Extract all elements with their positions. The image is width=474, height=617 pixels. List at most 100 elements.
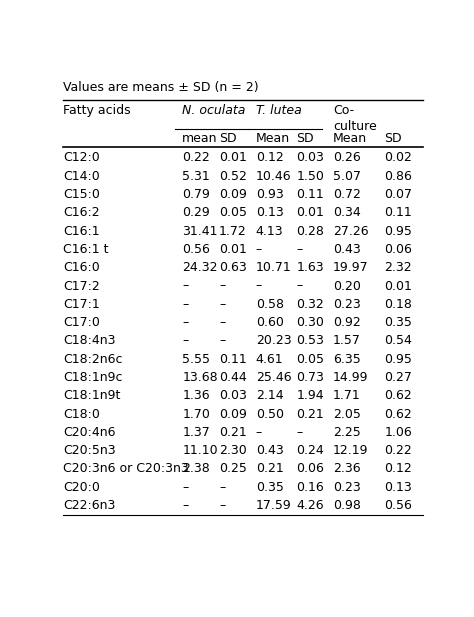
Text: C15:0: C15:0 bbox=[63, 188, 100, 201]
Text: 0.95: 0.95 bbox=[384, 225, 412, 238]
Text: 0.07: 0.07 bbox=[384, 188, 412, 201]
Text: 2.05: 2.05 bbox=[333, 408, 361, 421]
Text: 31.41: 31.41 bbox=[182, 225, 218, 238]
Text: 2.25: 2.25 bbox=[333, 426, 361, 439]
Text: 0.43: 0.43 bbox=[256, 444, 283, 457]
Text: –: – bbox=[256, 280, 262, 292]
Text: 0.13: 0.13 bbox=[256, 206, 283, 220]
Text: 0.62: 0.62 bbox=[384, 389, 412, 402]
Text: 5.07: 5.07 bbox=[333, 170, 361, 183]
Text: SD: SD bbox=[296, 131, 314, 144]
Text: 2.38: 2.38 bbox=[182, 462, 210, 476]
Text: 0.06: 0.06 bbox=[384, 243, 412, 256]
Text: 0.01: 0.01 bbox=[219, 243, 247, 256]
Text: 0.06: 0.06 bbox=[296, 462, 324, 476]
Text: 0.05: 0.05 bbox=[219, 206, 247, 220]
Text: 1.36: 1.36 bbox=[182, 389, 210, 402]
Text: C17:0: C17:0 bbox=[63, 316, 100, 329]
Text: 4.13: 4.13 bbox=[256, 225, 283, 238]
Text: 20.23: 20.23 bbox=[256, 334, 292, 347]
Text: 0.26: 0.26 bbox=[333, 152, 361, 165]
Text: 0.86: 0.86 bbox=[384, 170, 412, 183]
Text: 0.29: 0.29 bbox=[182, 206, 210, 220]
Text: 0.56: 0.56 bbox=[384, 499, 412, 512]
Text: 0.56: 0.56 bbox=[182, 243, 210, 256]
Text: 2.30: 2.30 bbox=[219, 444, 247, 457]
Text: 0.16: 0.16 bbox=[296, 481, 324, 494]
Text: Fatty acids: Fatty acids bbox=[63, 104, 130, 117]
Text: 13.68: 13.68 bbox=[182, 371, 218, 384]
Text: 0.21: 0.21 bbox=[219, 426, 247, 439]
Text: 5.31: 5.31 bbox=[182, 170, 210, 183]
Text: N. oculata: N. oculata bbox=[182, 104, 246, 117]
Text: –: – bbox=[219, 499, 225, 512]
Text: –: – bbox=[182, 481, 189, 494]
Text: 0.28: 0.28 bbox=[296, 225, 324, 238]
Text: 0.23: 0.23 bbox=[333, 298, 361, 311]
Text: SD: SD bbox=[384, 131, 402, 144]
Text: 1.70: 1.70 bbox=[182, 408, 210, 421]
Text: 5.55: 5.55 bbox=[182, 353, 210, 366]
Text: 10.46: 10.46 bbox=[256, 170, 292, 183]
Text: 0.25: 0.25 bbox=[219, 462, 247, 476]
Text: 1.37: 1.37 bbox=[182, 426, 210, 439]
Text: 0.50: 0.50 bbox=[256, 408, 284, 421]
Text: –: – bbox=[219, 298, 225, 311]
Text: C14:0: C14:0 bbox=[63, 170, 100, 183]
Text: T. lutea: T. lutea bbox=[256, 104, 301, 117]
Text: 0.18: 0.18 bbox=[384, 298, 412, 311]
Text: 0.52: 0.52 bbox=[219, 170, 247, 183]
Text: –: – bbox=[219, 481, 225, 494]
Text: C17:1: C17:1 bbox=[63, 298, 100, 311]
Text: 4.26: 4.26 bbox=[296, 499, 324, 512]
Text: C20:5n3: C20:5n3 bbox=[63, 444, 116, 457]
Text: –: – bbox=[182, 298, 189, 311]
Text: 1.63: 1.63 bbox=[296, 261, 324, 274]
Text: 1.94: 1.94 bbox=[296, 389, 324, 402]
Text: 0.12: 0.12 bbox=[384, 462, 412, 476]
Text: 0.03: 0.03 bbox=[219, 389, 247, 402]
Text: C16:0: C16:0 bbox=[63, 261, 100, 274]
Text: 0.11: 0.11 bbox=[384, 206, 412, 220]
Text: –: – bbox=[219, 280, 225, 292]
Text: 0.21: 0.21 bbox=[256, 462, 283, 476]
Text: C18:2n6c: C18:2n6c bbox=[63, 353, 122, 366]
Text: 0.24: 0.24 bbox=[296, 444, 324, 457]
Text: 0.60: 0.60 bbox=[256, 316, 283, 329]
Text: 17.59: 17.59 bbox=[256, 499, 292, 512]
Text: 0.20: 0.20 bbox=[333, 280, 361, 292]
Text: Values are means ± SD (n = 2): Values are means ± SD (n = 2) bbox=[63, 81, 258, 94]
Text: 2.32: 2.32 bbox=[384, 261, 412, 274]
Text: C16:2: C16:2 bbox=[63, 206, 100, 220]
Text: 0.22: 0.22 bbox=[384, 444, 412, 457]
Text: 0.62: 0.62 bbox=[384, 408, 412, 421]
Text: 0.53: 0.53 bbox=[296, 334, 324, 347]
Text: mean: mean bbox=[182, 131, 218, 144]
Text: 0.95: 0.95 bbox=[384, 353, 412, 366]
Text: 0.63: 0.63 bbox=[219, 261, 247, 274]
Text: –: – bbox=[182, 334, 189, 347]
Text: C17:2: C17:2 bbox=[63, 280, 100, 292]
Text: 0.03: 0.03 bbox=[296, 152, 324, 165]
Text: 4.61: 4.61 bbox=[256, 353, 283, 366]
Text: C18:1n9c: C18:1n9c bbox=[63, 371, 122, 384]
Text: 0.22: 0.22 bbox=[182, 152, 210, 165]
Text: 0.11: 0.11 bbox=[296, 188, 324, 201]
Text: C22:6n3: C22:6n3 bbox=[63, 499, 115, 512]
Text: 0.01: 0.01 bbox=[384, 280, 412, 292]
Text: Mean: Mean bbox=[256, 131, 290, 144]
Text: Mean: Mean bbox=[333, 131, 367, 144]
Text: 0.12: 0.12 bbox=[256, 152, 283, 165]
Text: –: – bbox=[296, 280, 302, 292]
Text: –: – bbox=[256, 426, 262, 439]
Text: 2.36: 2.36 bbox=[333, 462, 361, 476]
Text: 19.97: 19.97 bbox=[333, 261, 369, 274]
Text: C18:4n3: C18:4n3 bbox=[63, 334, 116, 347]
Text: –: – bbox=[219, 334, 225, 347]
Text: 0.01: 0.01 bbox=[296, 206, 324, 220]
Text: 0.23: 0.23 bbox=[333, 481, 361, 494]
Text: 2.14: 2.14 bbox=[256, 389, 283, 402]
Text: 0.30: 0.30 bbox=[296, 316, 324, 329]
Text: 0.35: 0.35 bbox=[256, 481, 283, 494]
Text: 0.79: 0.79 bbox=[182, 188, 210, 201]
